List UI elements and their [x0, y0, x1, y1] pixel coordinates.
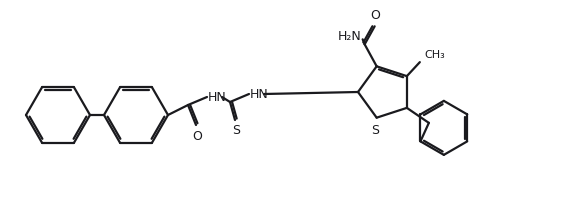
Text: S: S: [370, 124, 378, 137]
Text: O: O: [370, 9, 381, 22]
Text: HN: HN: [208, 90, 227, 103]
Text: CH₃: CH₃: [425, 50, 446, 60]
Text: H₂N: H₂N: [338, 30, 361, 43]
Text: O: O: [192, 130, 202, 143]
Text: HN: HN: [250, 88, 268, 101]
Text: S: S: [232, 124, 240, 137]
